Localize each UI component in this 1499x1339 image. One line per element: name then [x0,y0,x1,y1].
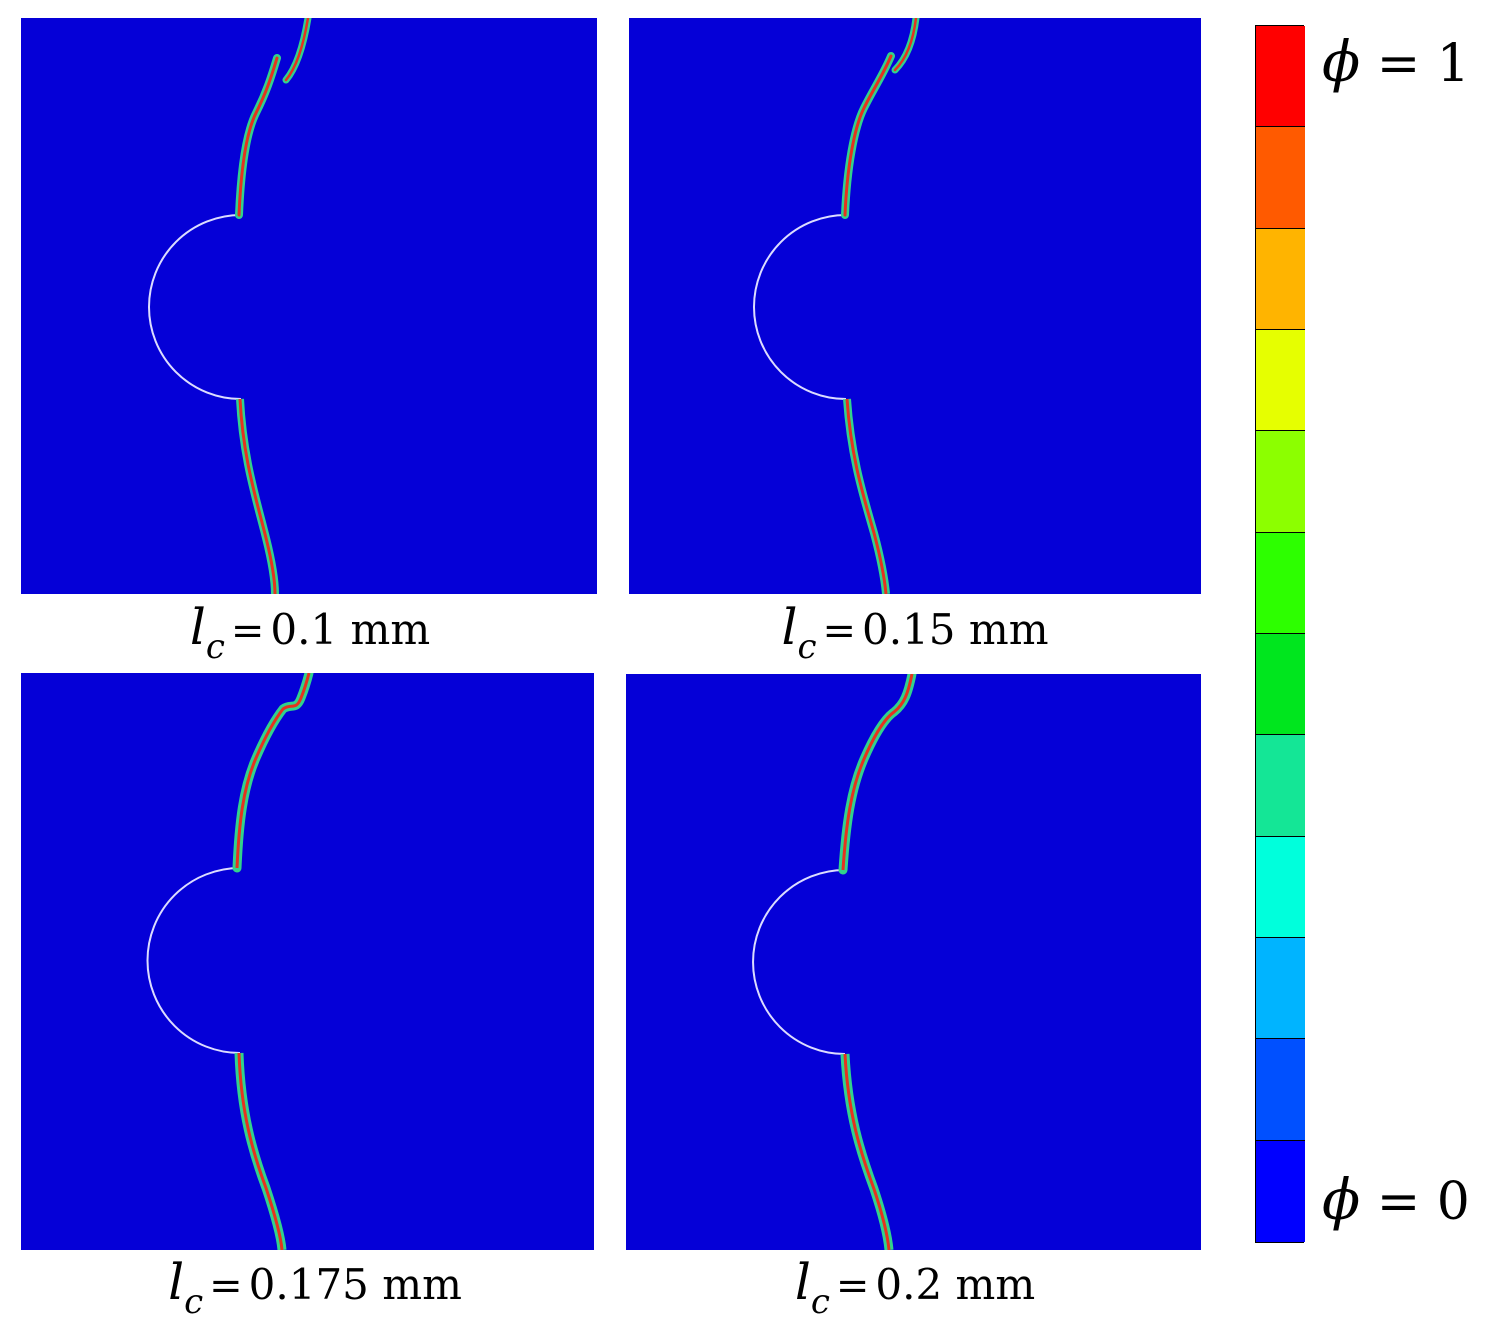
colorbar-segment [1256,633,1305,736]
crack-lower-core [845,398,888,594]
caption-symbol: l [189,598,206,656]
caption-value: 0.1 mm [270,605,431,654]
caption-panel-4: lc = 0.2 mm [665,1253,1165,1322]
inclusion-interface [753,214,847,400]
inclusion-interface [148,214,242,400]
phase-field-plot-2 [629,18,1201,594]
field-background [21,673,594,1250]
crack-upper-core [841,674,914,871]
caption-subscript: c [810,1282,830,1322]
inclusion-interface [752,869,846,1055]
colorbar-segment [1256,937,1305,1040]
phase-field-panel-3 [21,673,594,1250]
caption-symbol: l [168,1253,185,1311]
caption-subscript: c [205,627,225,667]
caption-panel-3: lc = 0.175 mm [65,1253,565,1322]
caption-subscript: c [184,1282,204,1322]
phase-field-plot-3 [21,673,594,1250]
phase-field-plot-4 [626,674,1201,1250]
crack-upper-core [235,673,311,869]
colorbar-segment [1256,1039,1305,1141]
caption-value: 0.175 mm [248,1260,462,1309]
caption-value: 0.2 mm [875,1260,1036,1309]
crack-upper-branch-core [284,18,310,82]
colorbar-segment [1256,735,1305,837]
crack-lower-core [237,1052,284,1250]
caption-equals: = [835,1263,870,1309]
colorbar-top-label: ϕ = 1 [1322,30,1470,95]
caption-equals: = [230,608,265,654]
crack-upper-core [237,56,279,217]
crack-lower-core [238,398,277,594]
inclusion-interface [146,867,241,1054]
field-background [629,18,1201,594]
phase-field-panel-2 [629,18,1201,594]
field-background [626,674,1201,1250]
phi-symbol: ϕ [1322,30,1361,95]
crack-lower-core [843,1053,891,1250]
caption-panel-1: lc = 0.1 mm [60,598,560,667]
colorbar-segment [1256,1140,1305,1242]
caption-value: 0.15 mm [862,605,1049,654]
colorbar-bottom-label: ϕ = 0 [1322,1168,1470,1233]
colorbar-segment [1256,26,1305,128]
colorbar-segment [1256,431,1305,533]
caption-equals: = [209,1263,243,1309]
colorbar-segment [1256,329,1305,432]
colorbar-segment [1256,127,1305,229]
phi-symbol: ϕ [1322,1168,1361,1233]
colorbar-segment [1256,836,1305,938]
colorbar-segment [1256,532,1305,634]
phase-field-plot-1 [21,18,597,594]
caption-symbol: l [781,598,798,656]
phase-field-panel-4 [626,674,1201,1250]
colorbar-top-value: = 1 [1360,34,1470,94]
crack-upper-branch-core [893,18,918,72]
caption-equals: = [822,608,857,654]
colorbar-bottom-value: = 0 [1360,1172,1470,1232]
colorbar [1255,25,1305,1243]
field-background [21,18,597,594]
caption-symbol: l [794,1253,811,1311]
crack-upper-core [843,54,893,217]
caption-panel-2: lc = 0.15 mm [665,598,1165,667]
colorbar-segment [1256,228,1305,330]
caption-subscript: c [797,627,817,667]
phase-field-panel-1 [21,18,597,594]
